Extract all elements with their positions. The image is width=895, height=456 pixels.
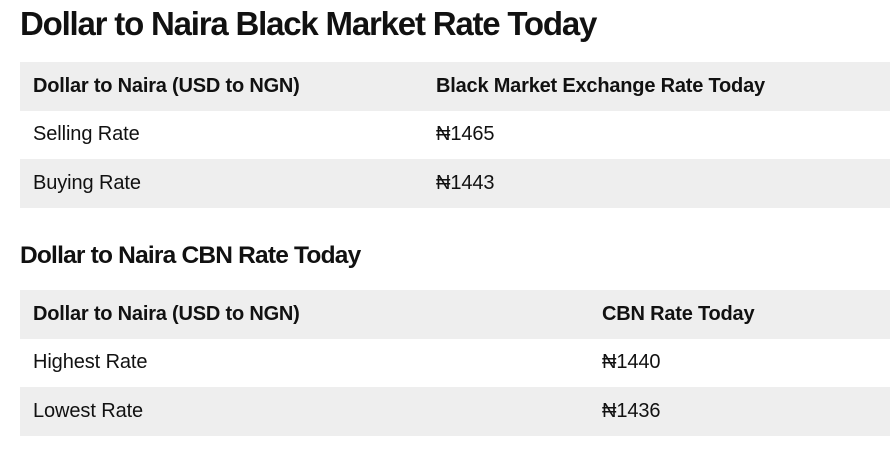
row-value: ₦1443 [436,171,495,194]
cbn-rate-table: Dollar to Naira (USD to NGN) CBN Rate To… [20,290,890,436]
row-label: Selling Rate [33,123,140,146]
black-market-rate-table: Dollar to Naira (USD to NGN) Black Marke… [20,62,890,208]
column-header-rate: Black Market Exchange Rate Today [436,74,765,97]
table-row-highest: Highest Rate ₦1440 [20,339,890,388]
column-header-pair: Dollar to Naira (USD to NGN) [33,302,300,325]
row-label: Buying Rate [33,171,141,194]
row-label: Highest Rate [33,351,148,374]
table-header-row: Dollar to Naira (USD to NGN) CBN Rate To… [20,290,890,339]
row-value: ₦1465 [436,123,495,146]
table-row-selling: Selling Rate ₦1465 [20,111,890,160]
table-row-lowest: Lowest Rate ₦1436 [20,387,890,436]
row-value: ₦1436 [602,399,661,422]
table-header-row: Dollar to Naira (USD to NGN) Black Marke… [20,62,890,111]
table-row-buying: Buying Rate ₦1443 [20,159,890,208]
column-header-pair: Dollar to Naira (USD to NGN) [33,74,300,97]
row-value: ₦1440 [602,351,661,374]
black-market-heading: Dollar to Naira Black Market Rate Today [20,5,597,42]
column-header-rate: CBN Rate Today [602,302,755,325]
row-label: Lowest Rate [33,399,144,422]
cbn-heading: Dollar to Naira CBN Rate Today [20,242,361,269]
